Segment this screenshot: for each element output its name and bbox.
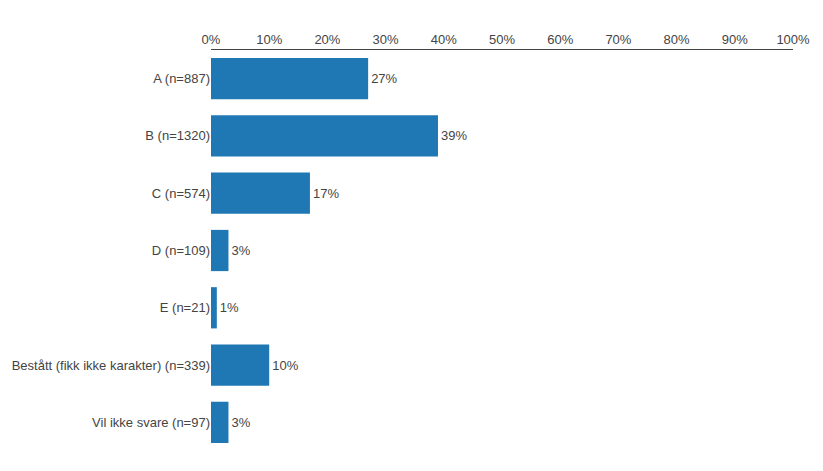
svg-text:0%: 0% — [202, 32, 221, 47]
svg-text:50%: 50% — [489, 32, 515, 47]
svg-text:80%: 80% — [664, 32, 690, 47]
svg-text:1%: 1% — [220, 300, 239, 315]
svg-text:B (n=1320): B (n=1320) — [145, 128, 210, 143]
svg-text:90%: 90% — [722, 32, 748, 47]
svg-text:3%: 3% — [231, 415, 250, 430]
svg-text:D (n=109): D (n=109) — [152, 243, 210, 258]
svg-text:60%: 60% — [547, 32, 573, 47]
svg-text:10%: 10% — [256, 32, 282, 47]
svg-text:20%: 20% — [314, 32, 340, 47]
svg-text:17%: 17% — [313, 186, 339, 201]
svg-text:27%: 27% — [371, 71, 397, 86]
svg-text:3%: 3% — [231, 243, 250, 258]
svg-text:C (n=574): C (n=574) — [152, 186, 210, 201]
svg-text:A (n=887): A (n=887) — [153, 71, 210, 86]
svg-text:Bestått (fikk ikke karakter) (: Bestått (fikk ikke karakter) (n=339) — [12, 358, 210, 373]
svg-text:70%: 70% — [605, 32, 631, 47]
svg-text:40%: 40% — [431, 32, 457, 47]
svg-text:10%: 10% — [272, 358, 298, 373]
svg-text:30%: 30% — [373, 32, 399, 47]
svg-text:Vil ikke svare (n=97): Vil ikke svare (n=97) — [92, 415, 210, 430]
svg-text:E (n=21): E (n=21) — [160, 300, 210, 315]
svg-text:39%: 39% — [441, 128, 467, 143]
svg-text:100%: 100% — [776, 32, 810, 47]
